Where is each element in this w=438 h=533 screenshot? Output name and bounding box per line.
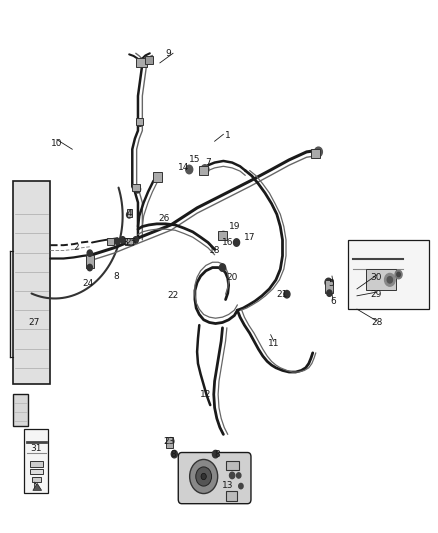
Text: 14: 14 — [178, 164, 190, 172]
Bar — [86, 255, 94, 268]
Bar — [13, 394, 28, 426]
Text: 18: 18 — [209, 246, 220, 255]
Text: 4: 4 — [127, 209, 132, 217]
Bar — [107, 238, 114, 245]
Circle shape — [212, 450, 219, 458]
Text: 15: 15 — [189, 156, 201, 164]
Circle shape — [397, 272, 400, 277]
Text: 19: 19 — [229, 222, 240, 231]
Bar — [136, 58, 146, 67]
Text: 29: 29 — [370, 290, 381, 298]
Circle shape — [120, 237, 125, 243]
Text: 7: 7 — [205, 158, 211, 167]
Bar — [127, 209, 132, 217]
Bar — [199, 166, 208, 175]
Text: 9: 9 — [166, 49, 172, 58]
Bar — [13, 181, 50, 384]
Circle shape — [171, 450, 177, 458]
Bar — [32, 477, 41, 482]
Bar — [226, 491, 237, 501]
Bar — [348, 240, 429, 309]
FancyBboxPatch shape — [178, 453, 251, 504]
Text: 30: 30 — [370, 273, 381, 281]
Text: 28: 28 — [371, 318, 382, 327]
Bar — [166, 437, 173, 448]
Bar — [366, 269, 396, 290]
Circle shape — [190, 459, 218, 494]
Text: 8: 8 — [113, 272, 119, 280]
Text: 20: 20 — [226, 273, 238, 281]
Text: 22: 22 — [167, 292, 179, 300]
Bar — [132, 184, 140, 191]
Text: 8: 8 — [170, 450, 176, 458]
Text: 2: 2 — [74, 244, 79, 252]
Circle shape — [115, 238, 120, 245]
Circle shape — [237, 473, 241, 478]
Circle shape — [239, 483, 243, 489]
Bar — [30, 469, 43, 474]
Circle shape — [186, 165, 193, 174]
Text: 25: 25 — [126, 238, 137, 247]
Bar — [136, 118, 143, 125]
Circle shape — [395, 270, 402, 279]
Bar — [325, 280, 333, 293]
Bar — [153, 172, 162, 182]
Circle shape — [284, 290, 290, 298]
Text: 31: 31 — [31, 445, 42, 453]
Text: 13: 13 — [222, 481, 233, 489]
Text: 6: 6 — [330, 297, 336, 305]
Polygon shape — [33, 483, 42, 490]
Circle shape — [314, 147, 322, 157]
Circle shape — [137, 119, 143, 126]
Bar — [24, 429, 48, 493]
Text: 23: 23 — [163, 437, 174, 446]
Bar — [125, 238, 133, 245]
Text: 16: 16 — [222, 238, 233, 247]
Circle shape — [385, 273, 395, 286]
Text: 17: 17 — [244, 233, 255, 241]
Bar — [311, 149, 320, 158]
Text: 8: 8 — [214, 450, 220, 458]
Circle shape — [325, 278, 332, 287]
Bar — [226, 461, 239, 470]
Bar — [218, 231, 227, 240]
Text: 1: 1 — [225, 132, 231, 140]
Circle shape — [196, 467, 212, 486]
Text: 21: 21 — [277, 290, 288, 298]
Circle shape — [87, 264, 92, 271]
Circle shape — [201, 165, 209, 174]
Circle shape — [134, 185, 141, 193]
Text: 5: 5 — [328, 279, 334, 288]
Bar — [145, 56, 153, 64]
Text: 11: 11 — [268, 340, 279, 348]
Circle shape — [87, 250, 92, 256]
Circle shape — [387, 277, 392, 283]
Circle shape — [233, 239, 240, 246]
Circle shape — [201, 473, 206, 480]
Text: 24: 24 — [82, 279, 93, 288]
Text: 12: 12 — [200, 390, 212, 399]
Bar — [30, 461, 43, 467]
Text: 26: 26 — [159, 214, 170, 223]
Text: 27: 27 — [28, 318, 39, 327]
Text: 10: 10 — [51, 140, 63, 148]
Circle shape — [219, 264, 226, 271]
Circle shape — [127, 212, 132, 218]
Circle shape — [168, 438, 174, 445]
Circle shape — [133, 237, 138, 243]
Circle shape — [230, 472, 235, 479]
Circle shape — [327, 290, 332, 296]
Circle shape — [220, 231, 227, 240]
Text: 3: 3 — [122, 238, 128, 247]
